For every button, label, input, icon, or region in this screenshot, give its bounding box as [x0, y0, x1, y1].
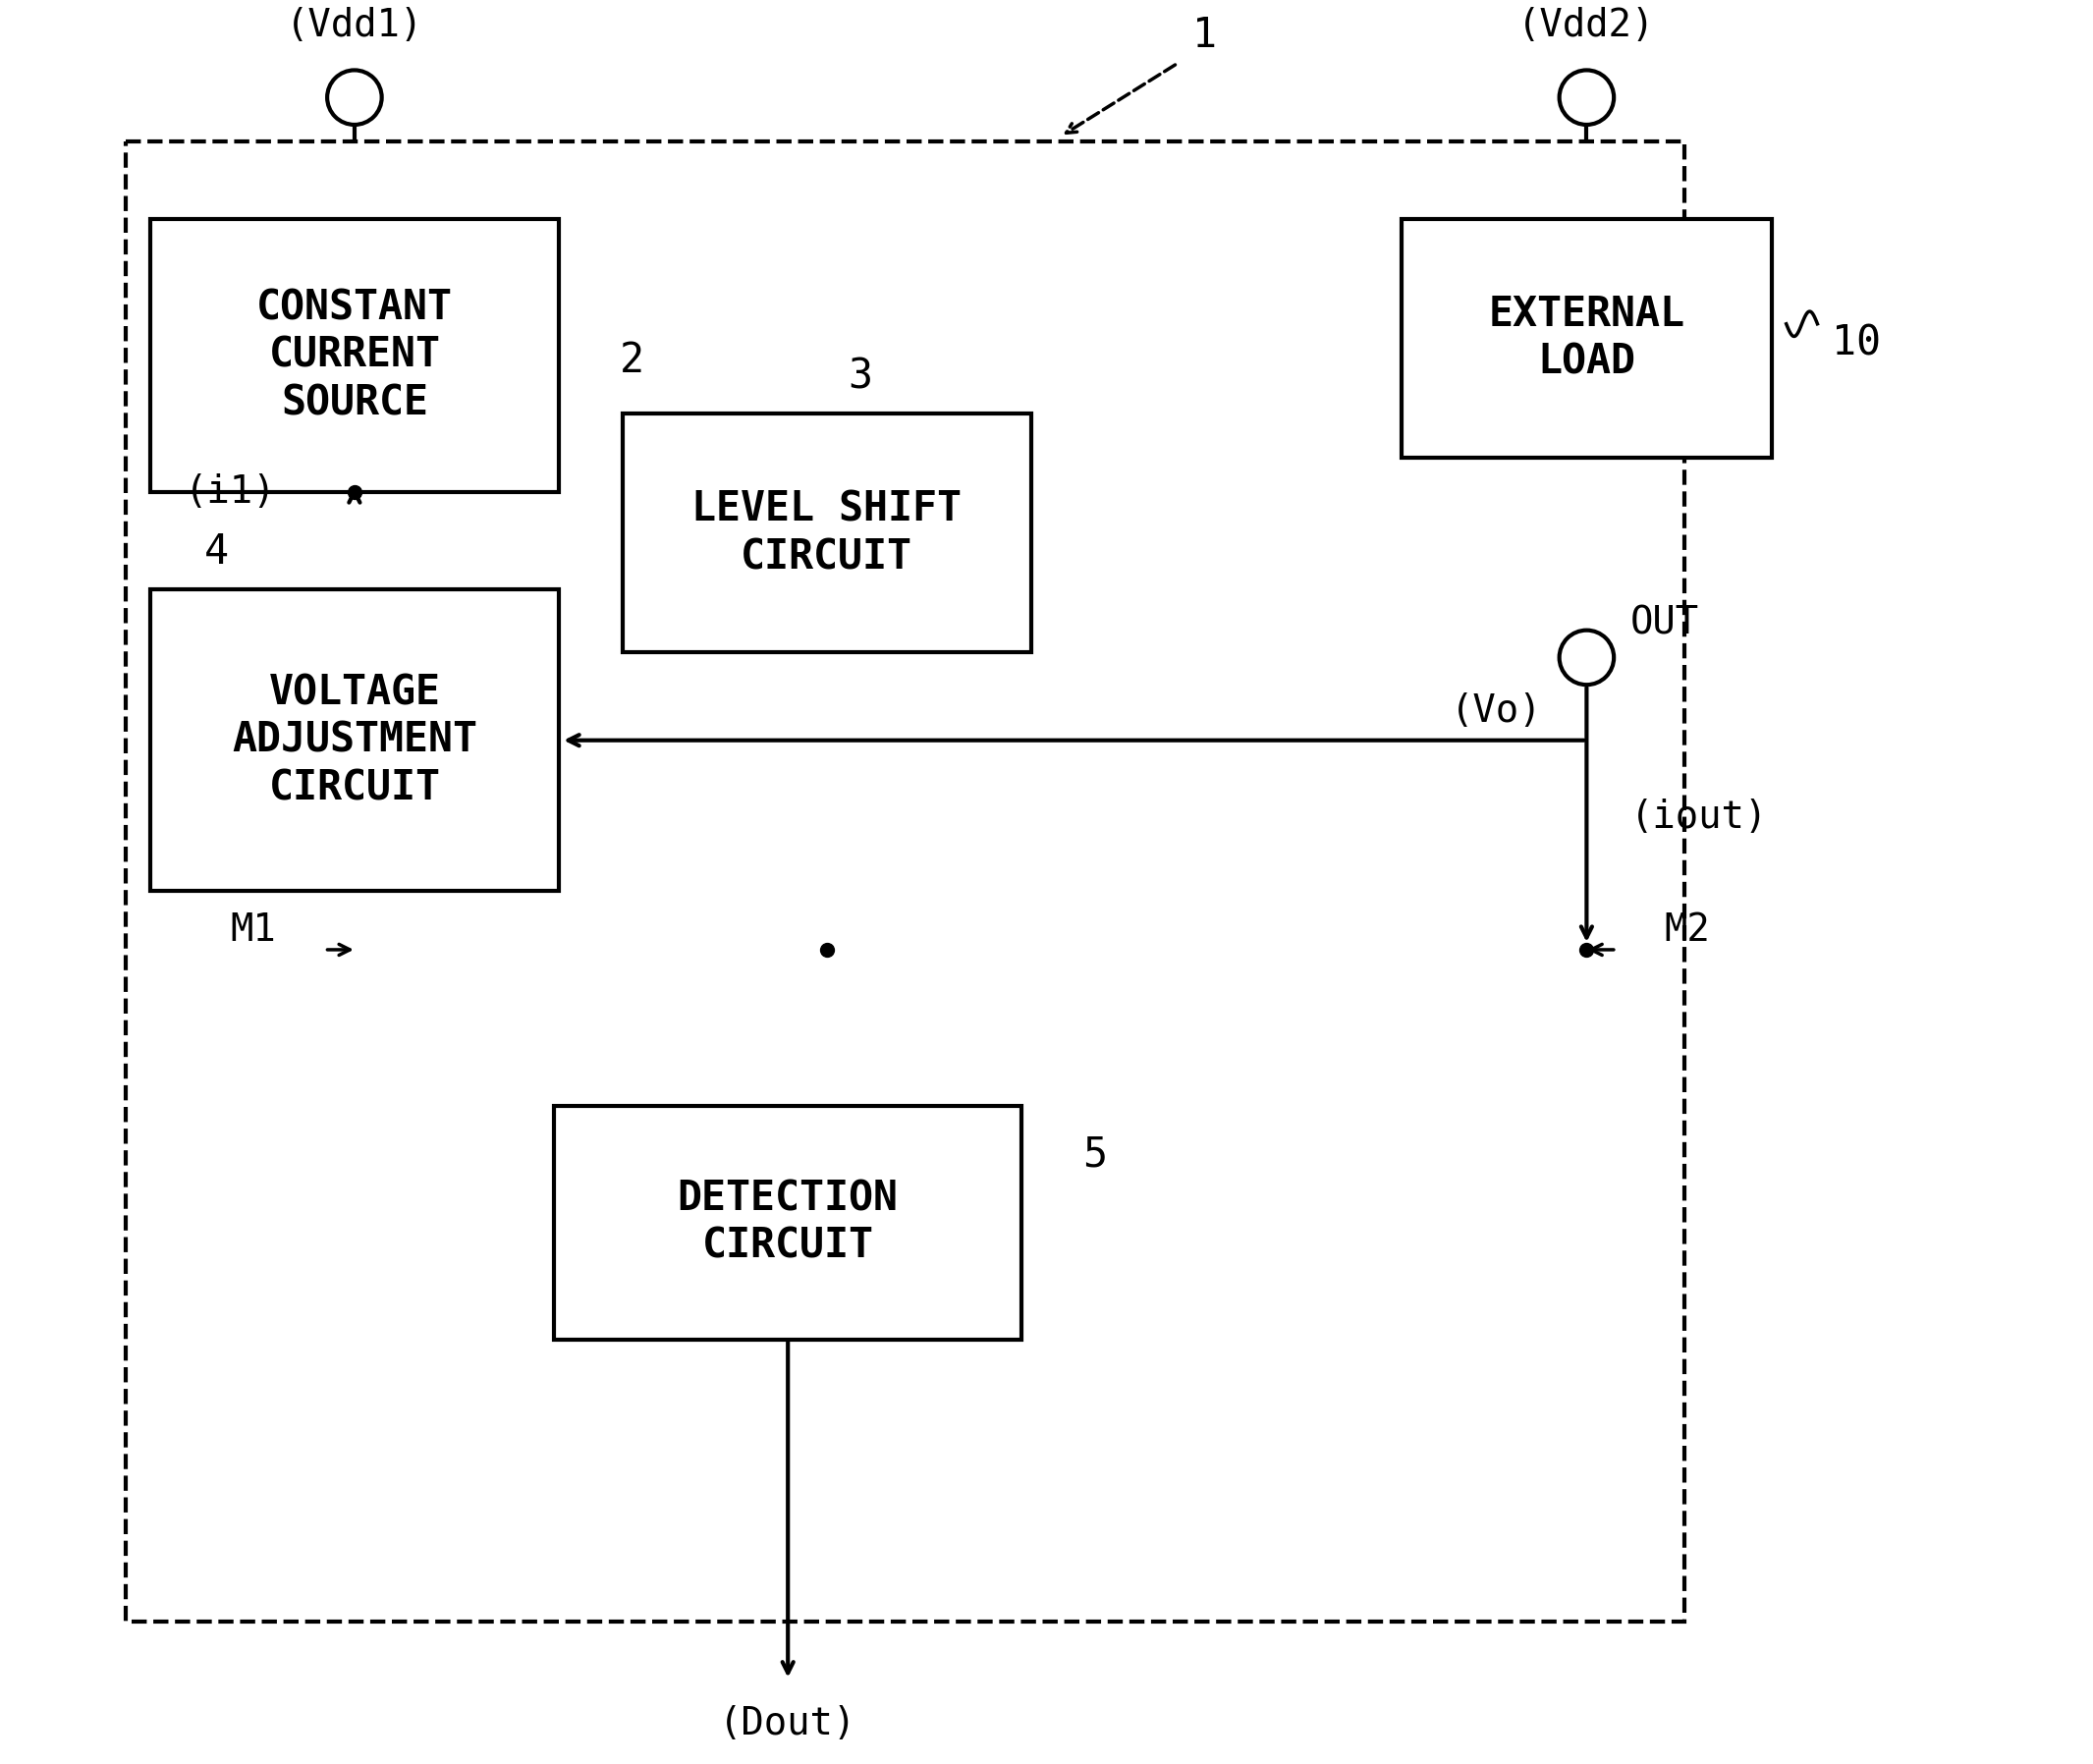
Text: EXTERNAL
LOAD: EXTERNAL LOAD: [1488, 295, 1685, 383]
Bar: [151, 219, 559, 492]
Text: (i1): (i1): [184, 473, 276, 510]
Text: LEVEL SHIFT
CIRCUIT: LEVEL SHIFT CIRCUIT: [693, 489, 963, 579]
Text: 2: 2: [620, 340, 645, 381]
Text: (Vo): (Vo): [1450, 693, 1543, 730]
Text: 1: 1: [1193, 14, 1216, 55]
Text: M1: M1: [230, 912, 276, 949]
Text: 3: 3: [848, 356, 873, 397]
Bar: [555, 1106, 1021, 1339]
Text: (Vdd2): (Vdd2): [1517, 7, 1656, 44]
Bar: [126, 141, 1685, 1621]
Text: (Dout): (Dout): [720, 1704, 856, 1741]
Text: 5: 5: [1082, 1134, 1107, 1175]
Bar: [151, 589, 559, 891]
Bar: [1402, 219, 1771, 459]
Text: CONSTANT
CURRENT
SOURCE: CONSTANT CURRENT SOURCE: [255, 288, 452, 423]
Text: 10: 10: [1831, 323, 1882, 363]
Text: M2: M2: [1664, 912, 1710, 949]
Text: DETECTION
CIRCUIT: DETECTION CIRCUIT: [678, 1178, 898, 1267]
Bar: [622, 415, 1032, 653]
Text: 4: 4: [205, 531, 228, 573]
Text: OUT: OUT: [1630, 605, 1700, 642]
Text: (iout): (iout): [1630, 799, 1769, 836]
Text: VOLTAGE
ADJUSTMENT
CIRCUIT: VOLTAGE ADJUSTMENT CIRCUIT: [232, 672, 477, 808]
Text: (Vdd1): (Vdd1): [285, 7, 423, 44]
